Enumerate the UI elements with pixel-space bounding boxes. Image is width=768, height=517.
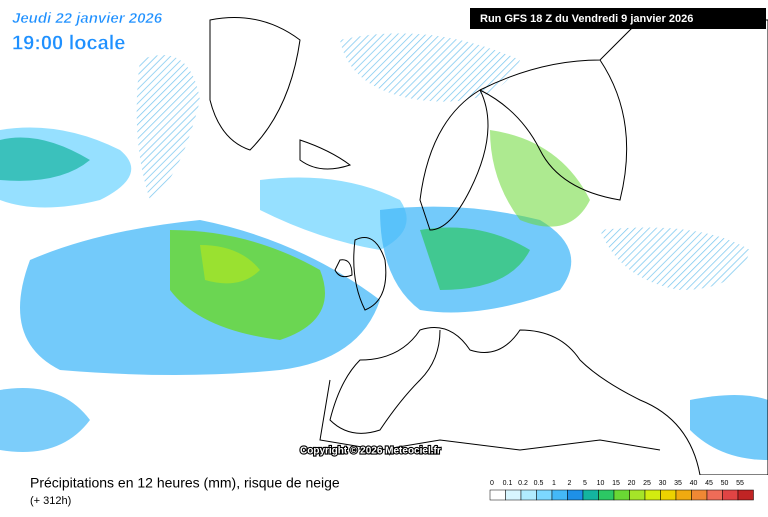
copyright: Copyright © 2026 Meteociel.fr xyxy=(300,446,441,457)
legend-swatch xyxy=(675,489,692,501)
legend-swatch xyxy=(706,489,723,501)
run-box xyxy=(470,8,766,29)
legend-label: 25 xyxy=(643,480,651,487)
legend-label: 55 xyxy=(736,480,744,487)
legend-label: 45 xyxy=(705,480,713,487)
legend-label: 35 xyxy=(674,480,682,487)
legend-swatch xyxy=(660,489,677,501)
legend-label: 30 xyxy=(659,480,667,487)
legend-label: 1 xyxy=(552,480,556,487)
legend-label: 0.2 xyxy=(518,480,528,487)
legend-label: 0.5 xyxy=(534,480,544,487)
legend-swatch xyxy=(520,489,537,501)
legend-label: 5 xyxy=(583,480,587,487)
legend-swatch xyxy=(567,489,584,501)
legend-swatch xyxy=(691,489,708,501)
run: Run GFS 18 Z du Vendredi 9 janvier 2026 xyxy=(480,13,693,25)
legend-swatch xyxy=(598,489,615,501)
legend-swatch xyxy=(613,489,630,501)
legend-label: 40 xyxy=(690,480,698,487)
legend-swatch xyxy=(536,489,553,501)
legend-swatch xyxy=(551,489,568,501)
legend-swatch xyxy=(629,489,646,501)
legend-label: 0 xyxy=(490,480,494,487)
footer-lead: (+ 312h) xyxy=(30,495,71,507)
footer-title: Précipitations en 12 heures (mm), risque… xyxy=(30,475,340,491)
legend: 0 0.1 0.2 0.5 1 2 5 10 15 20 25 30 35 40 45 50 55 xyxy=(489,480,754,501)
legend-label: 2 xyxy=(568,480,572,487)
legend-swatch xyxy=(737,489,754,501)
legend-label: 50 xyxy=(721,480,729,487)
legend-swatch xyxy=(582,489,599,501)
precipitation xyxy=(0,33,768,460)
legend-swatch xyxy=(505,489,522,501)
legend-swatch xyxy=(722,489,739,501)
legend-label: 15 xyxy=(612,480,620,487)
legend-swatch xyxy=(644,489,661,501)
time: 19:00 locale xyxy=(12,32,125,54)
date: Jeudi 22 janvier 2026 xyxy=(12,10,163,27)
legend-label: 20 xyxy=(628,480,636,487)
legend-label: 0.1 xyxy=(503,480,513,487)
legend-label: 10 xyxy=(597,480,605,487)
legend-swatch xyxy=(489,489,506,501)
coastlines xyxy=(209,17,768,476)
